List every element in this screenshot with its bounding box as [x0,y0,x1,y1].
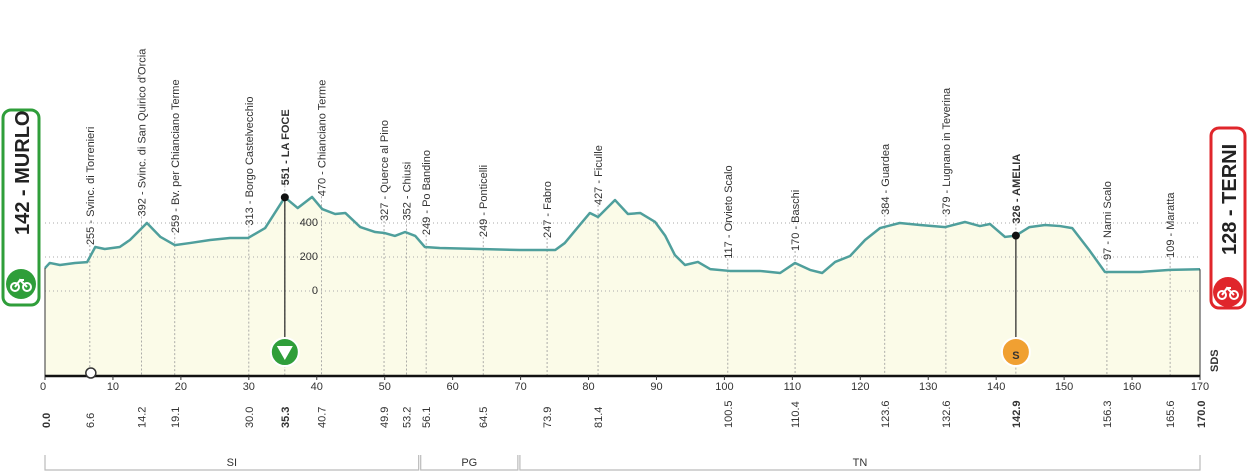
km-label: 81.4 [593,407,605,428]
waypoint-label: 259 - Bv. per Chianciano Terme [170,79,182,233]
x-tick-label: 120 [851,381,869,393]
km-label: 165.6 [1165,400,1177,428]
km-label: 64.5 [478,407,490,428]
km-label: 35.3 [280,407,292,428]
x-tick-label: 0 [40,381,46,393]
km-label: 73.9 [542,407,554,428]
x-tick-label: 150 [1055,381,1073,393]
km-label: 156.3 [1102,400,1114,428]
waypoint-label: 384 - Guardea [880,143,892,215]
waypoint-label: 427 - Ficulle [593,145,605,205]
km-label: 132.6 [941,400,953,428]
region-bracket [44,455,420,471]
x-tick-label: 70 [514,381,526,393]
x-tick-label: 100 [715,381,733,393]
km-label: 123.6 [880,400,892,428]
profile-area [45,196,1200,376]
region-bracket [420,455,519,471]
x-tick-label: 170 [1191,381,1209,393]
waypoint-label: 379 - Lugnano in Teverina [941,87,953,215]
waypoint-label: 470 - Chianciano Terme [317,80,329,197]
km-label: 0.0 [41,413,53,428]
y-tick-label: 400 [300,217,318,229]
finish-box [1209,126,1247,310]
y-tick-label: 0 [312,285,318,297]
waypoint-label: 97 - Narni Scalo [1102,181,1114,260]
x-tick-label: 50 [379,381,391,393]
sprint-symbol: S [1012,350,1019,362]
region-label: SI [227,457,237,469]
profile-line [44,195,1201,275]
gpm-triangle [276,346,293,360]
start-label: 142 - MURLO [12,111,34,235]
start-box [1,108,41,307]
km-label: 142.9 [1011,400,1023,428]
waypoint-label: 247 - Fabro [542,181,554,238]
y-tick-label: 200 [300,251,318,263]
x-tick-label: 90 [650,381,662,393]
x-tick-label: 110 [784,381,802,393]
x-tick-label: 20 [175,381,187,393]
region-bracket [519,455,1201,471]
finish-label: 128 - TERNI [1219,144,1241,255]
feed-icon [85,367,97,379]
km-label: 53.2 [401,407,413,428]
x-tick-label: 140 [987,381,1005,393]
km-label: 110.4 [790,401,802,428]
waypoint-label: 313 - Borgo Castelvecchio [244,97,256,226]
waypoint-label: 117 - Orvieto Scalo [723,165,735,258]
km-label: 14.2 [136,407,148,428]
km-label: 40.7 [317,407,329,428]
finish-icon [1213,277,1243,307]
km-label: 49.9 [379,407,391,428]
waypoint-label: 249 - Po Bandino [421,150,433,235]
start-icon [6,269,36,299]
waypoint-label: 170 - Baschi [790,190,802,251]
waypoint-label: 326 - AMELIA [1011,154,1023,224]
waypoint-label: 255 - Svinc. di Torrenieri [85,127,97,245]
region-label: TN [853,457,868,469]
waypoint-label: 109 - Maratta [1165,192,1177,258]
x-tick-label: 30 [243,381,255,393]
x-tick-label: 130 [919,381,937,393]
waypoint-label: 249 - Ponticelli [478,165,490,237]
km-label: 56.1 [421,407,433,428]
waypoint-label: 551 - LA FOCE [280,109,292,185]
km-label: 30.0 [244,407,256,428]
x-tick-label: 60 [447,381,459,393]
km-label: 19.1 [170,407,182,428]
waypoint-label: 327 - Querce al Pino [379,120,391,221]
x-tick-label: 10 [107,381,119,393]
km-label: 6.6 [85,413,97,428]
x-tick-label: 160 [1123,381,1141,393]
x-tick-label: 40 [311,381,323,393]
waypoint-label: 392 - Svinc. di San Quirico d'Orcia [136,48,148,217]
region-label: PG [461,457,477,469]
summit-dot [280,193,289,202]
km-label: 170.0 [1196,400,1208,428]
sprint-icon [1000,337,1031,367]
bike-icons [10,278,1239,300]
km-label: 100.5 [723,400,735,428]
x-tick-label: 80 [582,381,594,393]
waypoint-label: 352 - Chiusi [401,162,413,221]
summit-dot [1011,231,1020,240]
logo: SDS [1209,349,1221,372]
